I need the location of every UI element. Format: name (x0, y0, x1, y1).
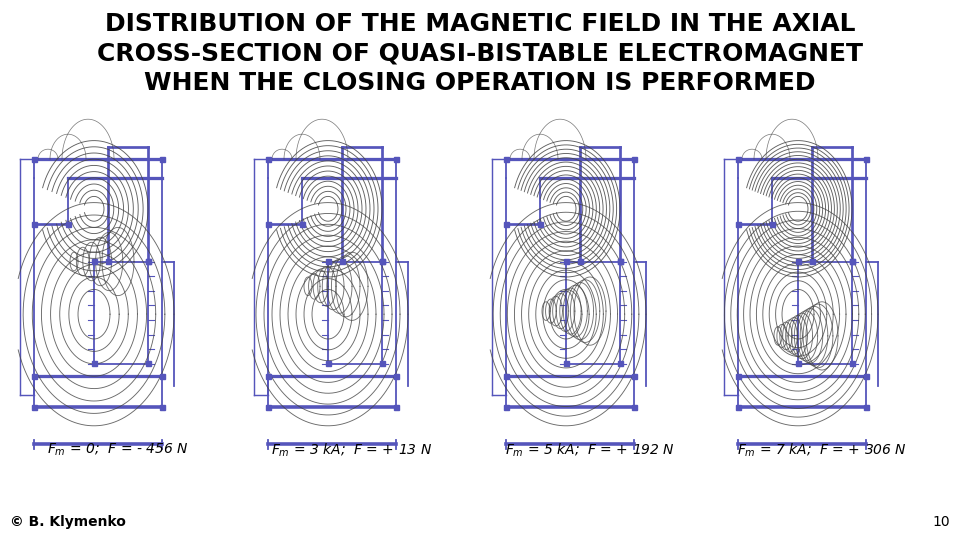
Text: $F_m$ = 3 kA;  $F$ = + 13 N: $F_m$ = 3 kA; $F$ = + 13 N (272, 441, 433, 458)
Bar (617, 259, 622, 264)
Bar (379, 361, 385, 366)
Bar (796, 259, 801, 264)
Bar (863, 157, 869, 161)
Bar (146, 259, 151, 264)
Text: $F_m$ = 5 kA;  $F$ = + 192 N: $F_m$ = 5 kA; $F$ = + 192 N (505, 441, 675, 458)
Bar (266, 157, 271, 161)
Bar (564, 259, 568, 264)
Text: © B. Klymenko: © B. Klymenko (10, 515, 126, 529)
Bar (796, 361, 801, 366)
Text: 10: 10 (932, 515, 950, 529)
Bar (159, 404, 164, 410)
Bar (159, 157, 164, 161)
Bar (735, 374, 740, 379)
Bar (503, 222, 509, 227)
Bar (159, 374, 164, 379)
Bar (91, 259, 97, 264)
Bar (809, 259, 814, 264)
Bar (32, 157, 36, 161)
Text: $F_m$ = 0;  $F$ = - 456 N: $F_m$ = 0; $F$ = - 456 N (47, 442, 189, 458)
Bar (632, 157, 636, 161)
Text: DISTRIBUTION OF THE MAGNETIC FIELD IN THE AXIAL
CROSS-SECTION OF QUASI-BISTABLE : DISTRIBUTION OF THE MAGNETIC FIELD IN TH… (97, 12, 863, 96)
Bar (394, 404, 398, 410)
Bar (850, 259, 854, 264)
Bar (503, 157, 509, 161)
Bar (146, 361, 151, 366)
Bar (617, 259, 622, 264)
Bar (32, 222, 36, 227)
Bar (379, 259, 385, 264)
Bar (770, 222, 775, 227)
Bar (266, 374, 271, 379)
Bar (91, 361, 97, 366)
Bar (735, 222, 740, 227)
Bar (863, 374, 869, 379)
Bar (578, 259, 583, 264)
Text: $F_m$ = 7 kA;  $F$ = + 306 N: $F_m$ = 7 kA; $F$ = + 306 N (737, 441, 907, 458)
Bar (32, 374, 36, 379)
Bar (300, 222, 304, 227)
Bar (617, 361, 622, 366)
Bar (564, 361, 568, 366)
Bar (266, 404, 271, 410)
Bar (65, 222, 70, 227)
Bar (394, 157, 398, 161)
Bar (850, 259, 854, 264)
Bar (503, 374, 509, 379)
Bar (266, 222, 271, 227)
Bar (325, 259, 330, 264)
Bar (106, 259, 110, 264)
Bar (735, 157, 740, 161)
Bar (325, 361, 330, 366)
Bar (632, 374, 636, 379)
Bar (146, 259, 151, 264)
Bar (340, 259, 345, 264)
Bar (379, 259, 385, 264)
Bar (32, 404, 36, 410)
Bar (503, 404, 509, 410)
Bar (863, 404, 869, 410)
Bar (538, 222, 542, 227)
Bar (632, 404, 636, 410)
Bar (735, 404, 740, 410)
Bar (394, 374, 398, 379)
Bar (850, 361, 854, 366)
